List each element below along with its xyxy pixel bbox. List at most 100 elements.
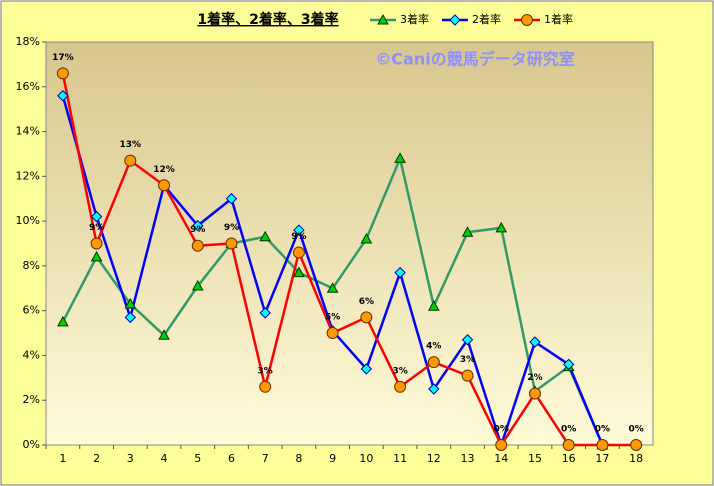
x-tick-label: 8 [295, 452, 302, 465]
chart-title: 1着率、2着率、3着率 [197, 11, 338, 28]
legend-label: 1着率 [544, 12, 573, 26]
y-tick-label: 6% [23, 304, 40, 317]
x-tick-label: 18 [629, 452, 643, 465]
marker [596, 439, 609, 451]
marker [158, 179, 171, 192]
marker [158, 329, 170, 340]
x-tick-label: 2 [93, 452, 100, 465]
x-tick-label: 17 [595, 452, 609, 465]
data-label: 2% [527, 373, 542, 383]
data-label: 6% [359, 297, 374, 307]
x-tick-label: 15 [528, 452, 542, 465]
y-tick-label: 14% [16, 125, 40, 138]
data-label: 4% [426, 342, 441, 352]
marker [293, 266, 305, 278]
data-label: 9% [190, 225, 205, 235]
series-line [61, 73, 637, 448]
marker [56, 67, 69, 80]
y-tick-label: 18% [16, 35, 40, 48]
marker [528, 387, 541, 400]
marker [259, 380, 272, 393]
data-label: 3% [392, 366, 407, 376]
data-label: 13% [120, 140, 142, 150]
y-tick-label: 10% [16, 214, 40, 227]
marker [124, 297, 137, 309]
marker [377, 13, 389, 25]
marker [292, 246, 305, 259]
marker [495, 221, 508, 233]
marker [225, 237, 238, 250]
x-tick-label: 16 [562, 452, 576, 465]
marker [124, 154, 137, 167]
marker [427, 300, 440, 311]
marker [259, 307, 271, 319]
y-tick-label: 4% [23, 348, 40, 361]
data-label: 0% [628, 425, 643, 435]
marker [428, 383, 440, 395]
x-tick-label: 12 [427, 452, 441, 465]
marker [521, 14, 533, 26]
x-tick-label: 10 [359, 452, 373, 465]
marker [461, 334, 474, 346]
x-tick-label: 5 [194, 452, 201, 465]
data-label: 9% [291, 232, 306, 242]
x-tick-label: 4 [161, 452, 168, 465]
data-label: 0% [561, 425, 576, 435]
x-tick-label: 13 [461, 452, 475, 465]
y-tick-label: 8% [23, 259, 40, 272]
x-tick-label: 11 [393, 452, 407, 465]
legend-label: 3着率 [400, 12, 429, 26]
y-tick-label: 0% [23, 438, 40, 451]
annotation: ©Caniの競馬データ研究室 [375, 50, 574, 69]
data-label: 9% [224, 223, 239, 233]
marker [461, 369, 474, 382]
marker [427, 356, 440, 369]
marker [360, 232, 373, 244]
x-tick-label: 9 [329, 452, 336, 465]
marker [394, 266, 406, 279]
y-tick-label: 12% [16, 169, 40, 182]
marker [57, 315, 69, 327]
marker [326, 327, 339, 340]
marker [90, 210, 103, 223]
marker [191, 239, 204, 252]
marker [90, 237, 103, 250]
marker [90, 250, 103, 262]
data-label: 5% [325, 313, 340, 323]
plot-area [45, 41, 654, 446]
marker [191, 280, 204, 291]
data-label: 0% [595, 425, 610, 435]
marker [529, 336, 541, 348]
marker [495, 439, 508, 451]
marker [192, 219, 204, 232]
marker [293, 224, 305, 236]
marker [394, 380, 407, 393]
marker [394, 152, 406, 163]
marker [449, 14, 461, 26]
marker [326, 282, 339, 293]
data-label: 3% [460, 355, 475, 365]
marker [630, 439, 643, 451]
x-tick-label: 3 [127, 452, 134, 465]
marker [562, 358, 575, 371]
data-label: 12% [153, 165, 175, 175]
marker [360, 311, 373, 324]
data-label: 17% [52, 53, 74, 63]
data-label: 0% [494, 425, 509, 435]
marker [360, 363, 373, 375]
x-tick-label: 14 [494, 452, 508, 465]
marker [259, 230, 272, 242]
marker [57, 90, 69, 102]
data-label: 3% [258, 366, 273, 376]
marker [225, 193, 238, 205]
legend-label: 2着率 [472, 12, 501, 26]
marker [562, 439, 575, 451]
data-label: 9% [89, 223, 104, 233]
x-tick-label: 6 [228, 452, 235, 465]
y-tick-label: 2% [23, 393, 40, 406]
x-tick-label: 1 [59, 452, 66, 465]
y-tick-label: 16% [16, 80, 40, 93]
x-tick-label: 7 [262, 452, 269, 465]
marker [461, 226, 474, 237]
